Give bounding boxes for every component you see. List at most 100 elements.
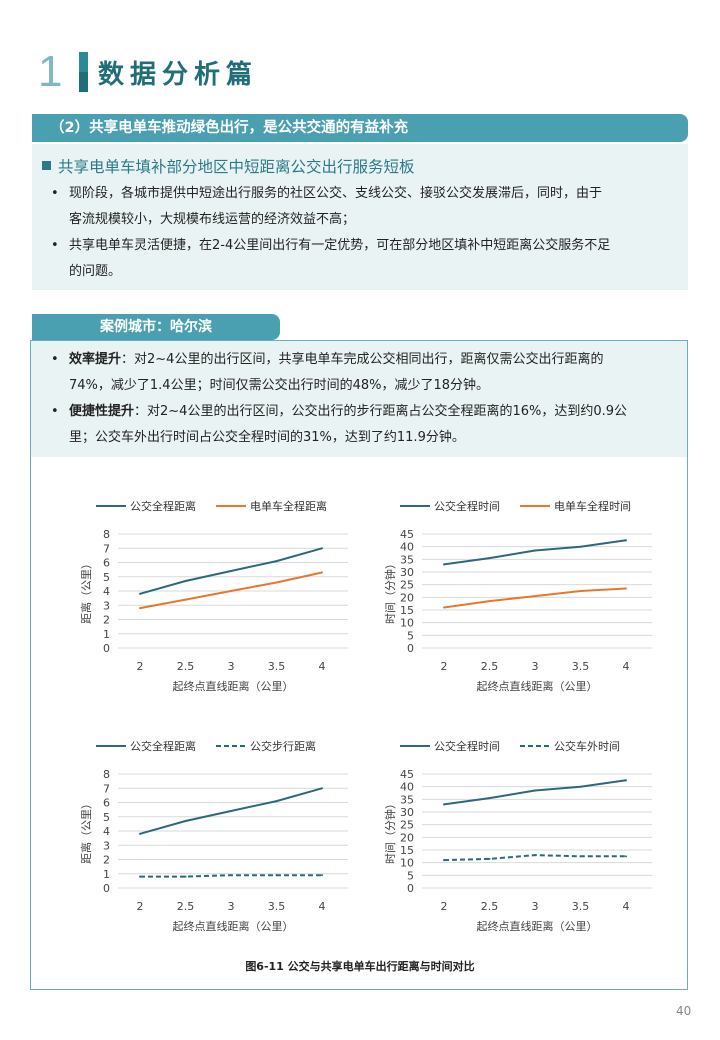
data-point <box>443 859 445 862</box>
data-point <box>139 592 141 595</box>
bullet-line: 的问题。 <box>69 264 122 279</box>
data-point <box>534 789 536 792</box>
data-point <box>579 855 582 858</box>
legend-label: 电单车全程距离 <box>250 499 327 513</box>
bullet-line: 效率提升：对2~4公里的出行区间，共享电单车完成公交相同出行，距离仅需公交出行距… <box>69 347 683 373</box>
legend-label: 公交全程距离 <box>130 739 196 753</box>
x-tick-label: 4 <box>319 660 326 673</box>
bullet-line: 客流规模较小，大规模布线运营的经济效益不高； <box>69 212 356 227</box>
y-tick-label: 30 <box>400 566 414 579</box>
data-point <box>443 563 445 566</box>
x-tick-label: 2.5 <box>481 900 499 913</box>
y-tick-label: 30 <box>400 806 414 819</box>
subsection-bullet: • 现阶段，各城市提供中短途出行服务的社区公交、支线公交、接驳公交发展滞后，同时… <box>51 181 683 233</box>
x-tick-label: 3.5 <box>268 660 286 673</box>
x-tick-label: 4 <box>623 660 630 673</box>
x-tick-label: 4 <box>623 900 630 913</box>
y-tick-label: 7 <box>103 542 110 555</box>
subsection-title: 共享电单车填补部分地区中短距离公交出行服务短板 <box>58 158 415 176</box>
data-point <box>321 571 323 574</box>
y-tick-label: 8 <box>103 768 110 781</box>
y-tick-label: 0 <box>407 642 414 655</box>
y-tick-label: 6 <box>103 797 110 810</box>
data-point <box>625 779 627 782</box>
x-tick-label: 2 <box>441 900 448 913</box>
x-tick-label: 3.5 <box>572 660 590 673</box>
y-tick-label: 10 <box>400 617 414 630</box>
data-point <box>488 600 491 603</box>
x-tick-label: 2.5 <box>177 900 195 913</box>
y-tick-label: 40 <box>400 781 414 794</box>
y-tick-label: 15 <box>400 844 414 857</box>
data-point <box>139 832 141 835</box>
x-tick-label: 2 <box>137 900 144 913</box>
data-point <box>275 581 278 584</box>
data-point <box>579 785 582 788</box>
legend-label: 公交全程时间 <box>434 739 500 753</box>
bullet-dot-icon: • <box>51 404 59 419</box>
data-point <box>321 547 323 550</box>
case-bullet: • 效率提升：对2~4公里的出行区间，共享电单车完成公交相同出行，距离仅需公交出… <box>51 347 683 399</box>
y-tick-label: 35 <box>400 553 414 566</box>
bullet-line: 74%，减少了1.4公里；时间仅需公交出行时间的48%，减少了18分钟。 <box>69 378 490 393</box>
section-title: （2）共享电单车推动绿色出行，是公共交通的有益补充 <box>32 114 688 142</box>
bullet-dot-icon: • <box>51 352 59 367</box>
y-axis-label: 时间（分钟） <box>383 798 397 864</box>
page-number: 40 <box>676 1004 692 1018</box>
y-tick-label: 0 <box>103 642 110 655</box>
data-point <box>139 875 141 878</box>
data-point <box>443 606 445 609</box>
x-axis-label: 起终点直线距离（公里） <box>173 919 294 933</box>
data-point <box>184 598 187 601</box>
case-city-tab: 案例城市：哈尔滨 <box>32 314 280 340</box>
x-tick-label: 2.5 <box>177 660 195 673</box>
case-box <box>30 340 688 990</box>
data-point <box>534 595 536 598</box>
y-tick-label: 2 <box>103 854 110 867</box>
data-point <box>321 874 323 877</box>
data-point <box>184 875 187 878</box>
bullet-dot-icon: • <box>51 238 59 253</box>
legend-label: 公交车外时间 <box>554 739 620 753</box>
data-point <box>230 810 232 813</box>
square-bullet-icon <box>42 161 51 170</box>
chapter-title: 数据分析篇 <box>98 60 259 90</box>
subsection-box <box>32 144 688 290</box>
x-tick-label: 2.5 <box>481 660 499 673</box>
y-axis-label: 距离（公里） <box>79 798 93 864</box>
data-point <box>625 587 627 590</box>
data-point <box>488 797 491 800</box>
y-tick-label: 5 <box>103 571 110 584</box>
case-text-background <box>31 341 687 457</box>
bullet-keyword: 效率提升 <box>69 352 122 367</box>
subsection-heading: 共享电单车填补部分地区中短距离公交出行服务短板 <box>42 155 415 177</box>
data-point <box>625 539 627 542</box>
x-tick-label: 2 <box>441 660 448 673</box>
subsection-bullet: • 共享电单车灵活便捷，在2-4公里间出行有一定优势，可在部分地区填补中短距离公… <box>51 233 683 285</box>
x-tick-label: 3 <box>532 660 539 673</box>
data-point <box>534 549 536 552</box>
x-axis-label: 起终点直线距离（公里） <box>477 919 598 933</box>
bullet-text: ：对2~4公里的出行区间，共享电单车完成公交相同出行，距离仅需公交出行距离的 <box>121 352 604 367</box>
case-bullet: • 便捷性提升：对2~4公里的出行区间，公交出行的步行距离占公交全程距离的16%… <box>51 399 683 451</box>
y-tick-label: 3 <box>103 599 110 612</box>
x-tick-label: 2 <box>137 660 144 673</box>
x-tick-label: 3 <box>228 900 235 913</box>
y-tick-label: 15 <box>400 604 414 617</box>
y-tick-label: 4 <box>103 825 110 838</box>
y-tick-label: 10 <box>400 857 414 870</box>
data-point <box>275 874 278 877</box>
x-tick-label: 3.5 <box>572 900 590 913</box>
bullet-line: 里；公交车外出行时间占公交全程时间的31%，达到了约11.9分钟。 <box>69 430 465 445</box>
y-tick-label: 45 <box>400 768 414 781</box>
x-axis-label: 起终点直线距离（公里） <box>173 679 294 693</box>
y-tick-label: 0 <box>103 882 110 895</box>
x-axis-label: 起终点直线距离（公里） <box>477 679 598 693</box>
data-point <box>230 570 232 573</box>
y-tick-label: 8 <box>103 528 110 541</box>
data-point <box>184 820 187 823</box>
y-tick-label: 45 <box>400 528 414 541</box>
series-line-0 <box>443 779 627 806</box>
